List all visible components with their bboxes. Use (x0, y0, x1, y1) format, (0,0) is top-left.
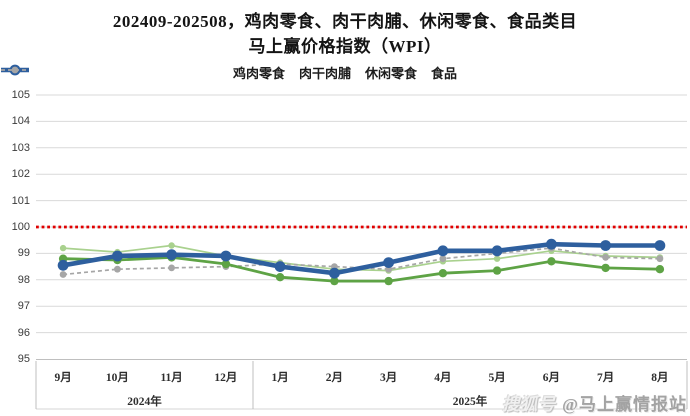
y-tick-103: 103 (11, 141, 30, 154)
marker-leisure-snacks-8月 (654, 240, 666, 251)
y-tick-104: 104 (11, 115, 30, 128)
marker-food-7月 (602, 254, 609, 261)
series-line-dried-meat-jerky (63, 255, 660, 283)
marker-food-10月 (114, 265, 121, 273)
marker-dried-meat-jerky-12月 (221, 259, 231, 269)
x-tick-8: 4月 (434, 372, 452, 384)
x-tick-1: 9月 (54, 372, 72, 384)
x-tick-3: 11月 (160, 372, 183, 384)
x-tick-12: 8月 (651, 372, 669, 384)
marker-leisure-snacks-7月 (600, 240, 611, 251)
marker-chicken-snacks-5月 (493, 255, 501, 262)
watermark-account: @马上赢情报站 (562, 395, 687, 414)
chart-title-line2: 马上赢价格指数（WPI） (248, 37, 442, 56)
marker-dried-meat-jerky-1月 (275, 273, 285, 282)
marker-dried-meat-jerky-3月 (384, 276, 393, 286)
y-tick-102: 102 (11, 168, 30, 181)
x-tick-6: 2月 (325, 372, 343, 384)
y-tick-101: 101 (11, 194, 30, 207)
marker-food-4月 (439, 255, 447, 263)
x-tick-10: 6月 (542, 372, 560, 384)
legend-swatch-food (1, 66, 29, 74)
watermark-logo: 搜狐号 (502, 395, 557, 414)
year-group-2024年: 2024年 (127, 396, 162, 408)
legend-label-leisure-snacks: 休闲零食 (365, 65, 418, 81)
marker-leisure-snacks-6月 (546, 238, 557, 250)
chart-legend: 鸡肉零食 肉干肉脯 休闲零食 食品 (0, 63, 690, 81)
marker-food-9月 (59, 271, 67, 278)
y-tick-105: 105 (11, 89, 30, 101)
x-tick-11: 7月 (597, 372, 615, 384)
watermark: 搜狐号 @马上赢情报站 (502, 390, 687, 415)
marker-leisure-snacks-12月 (220, 250, 232, 262)
y-tick-97: 97 (17, 300, 30, 313)
x-tick-2: 10月 (105, 372, 129, 384)
y-tick-98: 98 (17, 273, 30, 286)
marker-leisure-snacks-2月 (329, 267, 340, 279)
marker-dried-meat-jerky-8月 (655, 265, 665, 274)
series-leisure-snacks (57, 238, 666, 279)
marker-food-8月 (656, 255, 664, 263)
series-line-leisure-snacks (62, 241, 660, 276)
marker-leisure-snacks-11月 (166, 249, 178, 261)
y-tick-99: 99 (17, 247, 30, 260)
x-tick-4: 12月 (214, 372, 238, 384)
series-line-food (63, 247, 660, 276)
marker-chicken-snacks-9月 (59, 244, 67, 252)
x-tick-5: 1月 (271, 372, 289, 384)
marker-leisure-snacks-1月 (274, 261, 286, 272)
marker-leisure-snacks-9月 (57, 259, 69, 271)
y-tick-100: 100 (11, 221, 30, 233)
marker-dried-meat-jerky-7月 (601, 263, 610, 273)
marker-dried-meat-jerky-4月 (438, 269, 448, 278)
year-group-2025年: 2025年 (452, 396, 488, 408)
marker-leisure-snacks-3月 (383, 257, 394, 268)
marker-leisure-snacks-10月 (112, 250, 123, 262)
legend-label-dried-meat-jerky: 肉干肉脯 (298, 65, 351, 81)
legend-item-food: 食品 (1, 63, 458, 82)
marker-dried-meat-jerky-6月 (547, 257, 556, 266)
marker-chicken-snacks-11月 (168, 242, 175, 249)
marker-leisure-snacks-5月 (491, 245, 503, 257)
y-tick-95: 95 (17, 353, 30, 365)
y-tick-96: 96 (17, 326, 30, 339)
chart-title-line1: 202409-202508，鸡肉零食、肉干肉脯、休闲零食、食品类目 (112, 12, 578, 31)
marker-dried-meat-jerky-2月 (330, 276, 339, 286)
legend-label-chicken-snacks: 鸡肉零食 (232, 65, 285, 81)
x-tick-9: 5月 (488, 372, 506, 384)
marker-dried-meat-jerky-5月 (492, 266, 502, 275)
marker-food-11月 (168, 264, 176, 272)
x-tick-7: 3月 (380, 372, 398, 384)
marker-leisure-snacks-4月 (437, 245, 449, 257)
legend-label-food: 食品 (431, 65, 458, 81)
series-food (59, 244, 664, 278)
